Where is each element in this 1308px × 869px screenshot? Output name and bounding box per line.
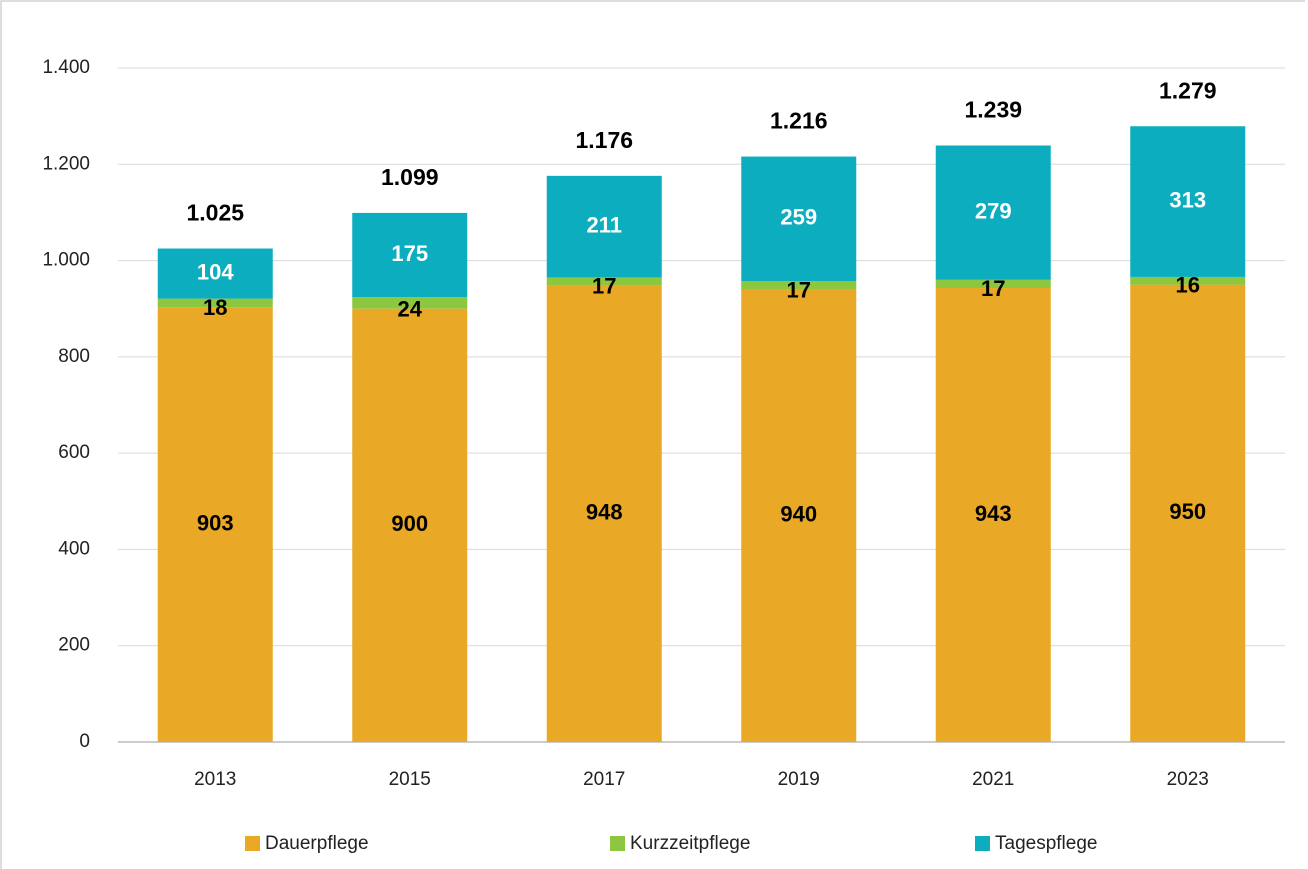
bar-segment <box>157 307 273 742</box>
segment-label: 17 <box>592 273 616 298</box>
total-label: 1.239 <box>964 97 1022 123</box>
bar-segment <box>157 248 273 299</box>
bar-segment <box>157 298 273 308</box>
segment-label: 903 <box>197 510 234 535</box>
bar-segment <box>741 281 857 290</box>
legend-swatch <box>245 836 260 851</box>
total-label: 1.025 <box>186 200 244 226</box>
bar-segment <box>935 279 1051 289</box>
bar-segment <box>352 212 468 298</box>
bar-segment <box>935 288 1051 742</box>
bar-segment <box>546 285 662 742</box>
bar-segment <box>352 308 468 742</box>
total-label: 1.099 <box>381 164 439 190</box>
total-label: 1.176 <box>575 127 633 153</box>
segment-label: 948 <box>586 500 623 525</box>
y-tick-label: 200 <box>58 635 90 656</box>
legend-label: Tagespflege <box>995 833 1097 854</box>
bar-segment <box>546 277 662 286</box>
y-tick-label: 1.000 <box>42 250 90 271</box>
segment-label: 17 <box>787 277 811 302</box>
legend-label: Kurzzeitpflege <box>630 833 750 854</box>
segment-label: 940 <box>780 502 817 527</box>
y-tick-label: 400 <box>58 538 90 559</box>
total-label: 1.216 <box>770 108 828 134</box>
segment-label: 24 <box>398 297 423 322</box>
bar-segment <box>1130 126 1246 277</box>
segment-label: 104 <box>197 259 234 284</box>
segment-label: 175 <box>391 241 428 266</box>
legend-swatch <box>610 836 625 851</box>
bar-segment <box>352 297 468 309</box>
bar-segment <box>1130 284 1246 742</box>
x-tick-label: 2017 <box>583 769 625 790</box>
segment-label: 279 <box>975 198 1012 223</box>
legend-label: Dauerpflege <box>265 833 369 854</box>
x-tick-label: 2023 <box>1167 769 1209 790</box>
segment-label: 900 <box>391 511 428 536</box>
y-tick-label: 800 <box>58 346 90 367</box>
segment-label: 211 <box>587 212 623 237</box>
segment-label: 259 <box>780 205 817 230</box>
y-tick-label: 1.200 <box>42 153 90 174</box>
y-tick-label: 600 <box>58 442 90 463</box>
segment-label: 18 <box>203 295 227 320</box>
segment-label: 943 <box>975 501 1012 526</box>
segment-label: 950 <box>1169 499 1206 524</box>
total-label: 1.279 <box>1159 77 1217 103</box>
x-tick-label: 2015 <box>389 769 431 790</box>
y-tick-label: 0 <box>79 731 90 752</box>
bar-segment <box>546 175 662 278</box>
y-tick-label: 1.400 <box>42 57 90 78</box>
x-tick-label: 2021 <box>972 769 1014 790</box>
bar-segment <box>741 156 857 282</box>
legend-swatch <box>975 836 990 851</box>
bar-segment <box>935 145 1051 280</box>
x-tick-label: 2013 <box>194 769 236 790</box>
segment-label: 17 <box>981 276 1005 301</box>
segment-label: 313 <box>1169 187 1206 212</box>
bar-segment <box>1130 276 1246 285</box>
x-tick-label: 2019 <box>778 769 820 790</box>
bar-segment <box>741 289 857 742</box>
